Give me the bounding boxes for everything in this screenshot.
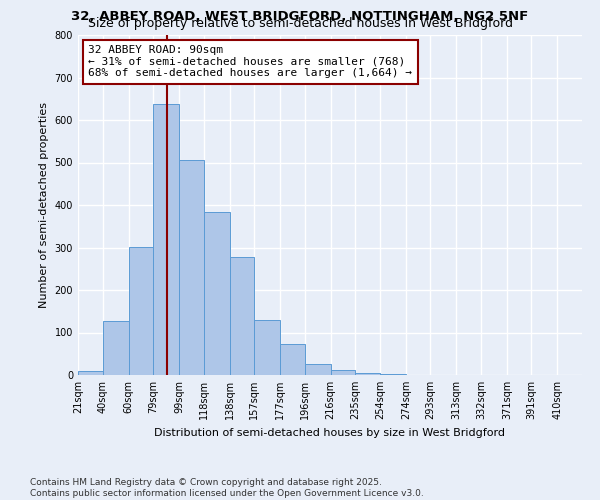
Bar [254, 320, 280, 375]
Text: Contains HM Land Registry data © Crown copyright and database right 2025.
Contai: Contains HM Land Registry data © Crown c… [30, 478, 424, 498]
Bar [380, 374, 406, 375]
Bar [230, 257, 254, 375]
Bar [331, 370, 355, 375]
X-axis label: Distribution of semi-detached houses by size in West Bridgford: Distribution of semi-detached houses by … [155, 428, 505, 438]
Text: 32 ABBEY ROAD: 90sqm
← 31% of semi-detached houses are smaller (768)
68% of semi: 32 ABBEY ROAD: 90sqm ← 31% of semi-detac… [88, 45, 412, 78]
Bar [103, 320, 128, 375]
Text: 32, ABBEY ROAD, WEST BRIDGFORD, NOTTINGHAM, NG2 5NF: 32, ABBEY ROAD, WEST BRIDGFORD, NOTTINGH… [71, 10, 529, 23]
Bar [305, 364, 331, 375]
Y-axis label: Number of semi-detached properties: Number of semi-detached properties [39, 102, 49, 308]
Bar [78, 371, 103, 375]
Bar [153, 104, 179, 375]
Bar [128, 246, 153, 375]
Bar [280, 344, 305, 375]
Text: Size of property relative to semi-detached houses in West Bridgford: Size of property relative to semi-detach… [88, 18, 512, 30]
Bar [355, 373, 380, 375]
Bar [203, 212, 230, 375]
Bar [179, 160, 203, 375]
